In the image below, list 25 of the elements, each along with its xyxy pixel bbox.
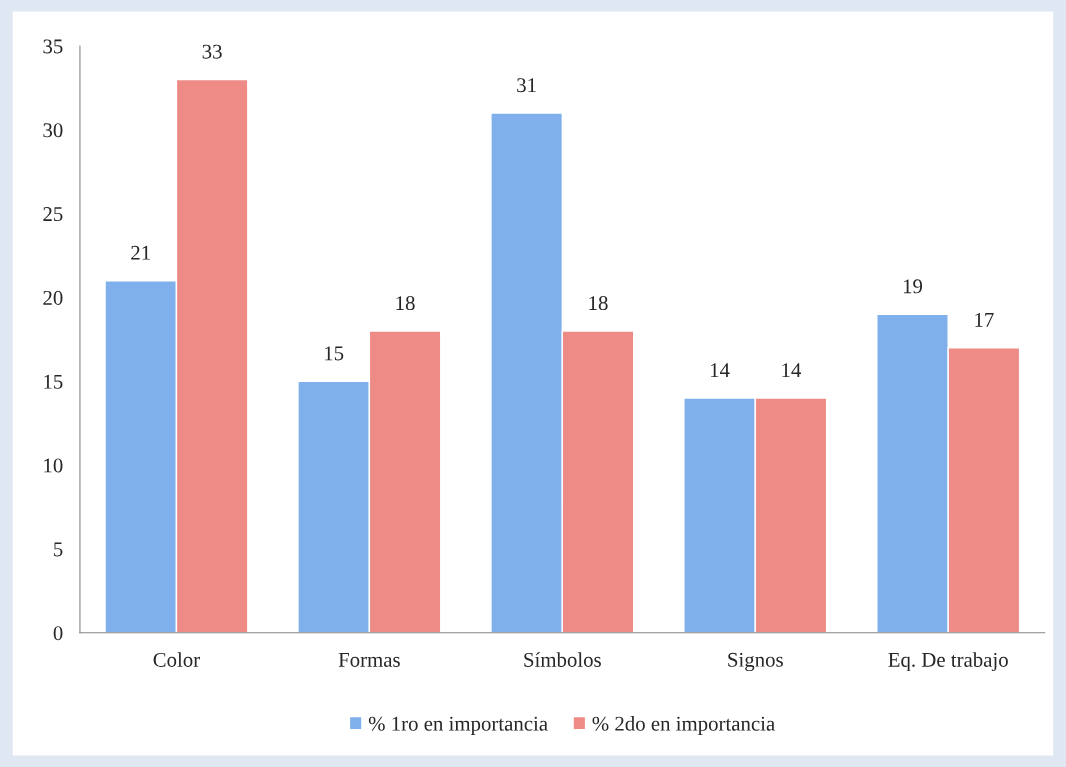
data-label: 15 bbox=[325, 346, 344, 361]
data-label: 17 bbox=[975, 312, 994, 327]
data-label: 14 bbox=[710, 363, 730, 377]
data-label: 18 bbox=[396, 296, 415, 311]
y-tick-label: 35 bbox=[43, 39, 63, 54]
y-tick-label: 25 bbox=[43, 207, 63, 222]
y-tick-label: 20 bbox=[43, 290, 63, 305]
data-label: 18 bbox=[589, 296, 608, 311]
y-tick-label: 15 bbox=[44, 374, 63, 389]
legend-label: % 1ro en importancia bbox=[368, 716, 548, 735]
x-tick-label: Símbolos bbox=[524, 652, 601, 667]
data-label: 33 bbox=[202, 44, 222, 59]
data-label: 31 bbox=[517, 78, 536, 93]
y-tick-label: 30 bbox=[43, 123, 63, 138]
y-tick-label: 10 bbox=[44, 458, 63, 473]
data-label: 14 bbox=[782, 363, 802, 377]
y-tick-label: 0 bbox=[53, 626, 63, 641]
x-tick-label: Eq. De trabajo bbox=[888, 652, 1008, 672]
y-tick-label: 5 bbox=[54, 542, 63, 557]
x-tick-label: Formas bbox=[338, 653, 400, 667]
legend-label: % 2do en importancia bbox=[592, 716, 775, 735]
data-label: 19 bbox=[903, 279, 923, 294]
data-label: 21 bbox=[131, 245, 150, 260]
x-tick-label: Color bbox=[153, 652, 200, 667]
x-tick-label: Signos bbox=[728, 652, 783, 672]
